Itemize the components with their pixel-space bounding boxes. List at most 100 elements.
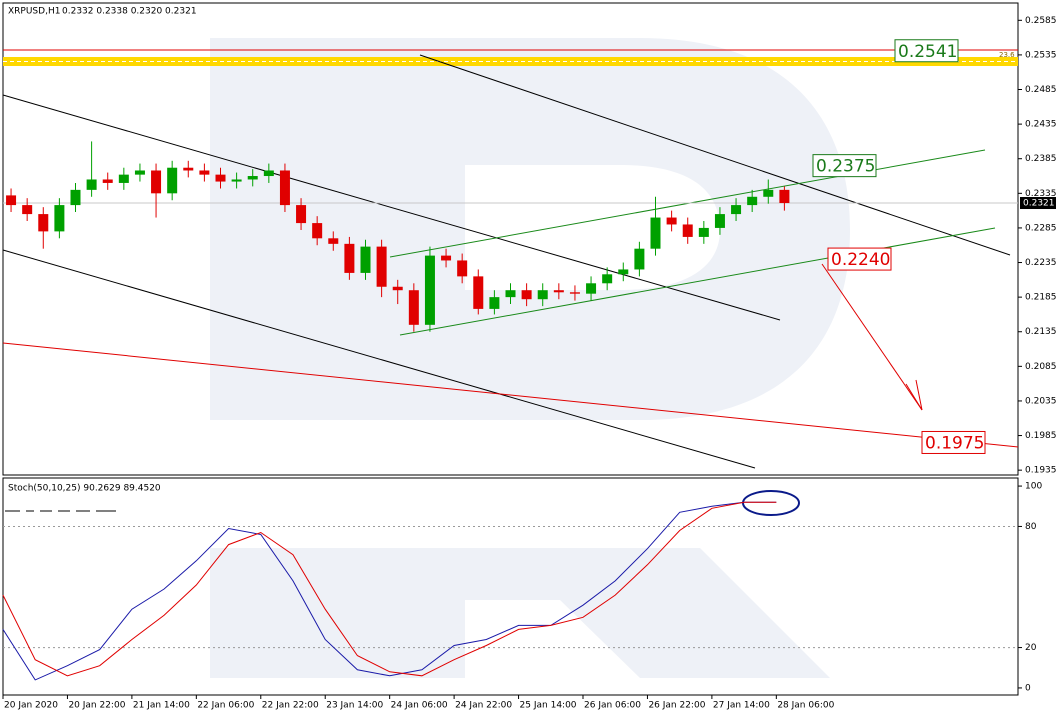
current-price-box <box>1020 197 1056 210</box>
candle-body <box>215 174 226 182</box>
y-tick-label: 0.1985 <box>1025 431 1057 441</box>
level-label: 0.1975 <box>925 433 984 453</box>
x-tick-label: 20 Jan 22:00 <box>68 701 125 711</box>
highlight-ellipse <box>742 490 800 516</box>
stoch-panel <box>2 477 1019 696</box>
y-tick-label: 0.2535 <box>1025 50 1057 60</box>
candle-body <box>279 170 290 206</box>
candle-body <box>569 292 580 294</box>
trend-line <box>419 54 1011 256</box>
stoch-line <box>2 501 777 677</box>
x-tick-label: 22 Jan 22:00 <box>262 701 319 711</box>
candle-body <box>199 170 210 175</box>
level-box <box>812 154 877 178</box>
candle-body <box>650 217 661 249</box>
candle-body <box>167 167 178 194</box>
y-tick-label: 0.2135 <box>1025 327 1057 337</box>
candle-body <box>457 260 468 277</box>
x-tick-label: 21 Jan 14:00 <box>133 701 190 711</box>
candle-body <box>38 214 49 232</box>
y-tick-label: 0.2185 <box>1025 293 1057 303</box>
fib-label: 23.6 <box>999 51 1015 59</box>
y-tick-label: 0 <box>1025 683 1031 693</box>
y-tick-label: 0.1935 <box>1025 466 1057 476</box>
candle-body <box>698 227 709 237</box>
level-label: 0.2541 <box>898 42 957 62</box>
trend-line <box>2 342 1019 448</box>
y-tick-label: 0.2035 <box>1025 396 1057 406</box>
candle-body <box>473 276 484 309</box>
current-price-label: 0.2321 <box>1023 199 1055 209</box>
x-tick-label: 27 Jan 14:00 <box>713 701 770 711</box>
candle-body <box>328 238 339 244</box>
candle-body <box>54 205 65 232</box>
candle-body <box>183 167 194 171</box>
candle-body <box>70 189 81 206</box>
price-layer <box>2 49 1019 469</box>
candle-body <box>553 290 564 293</box>
candle-body <box>666 217 677 225</box>
indicator-title: Stoch(50,10,25) 90.2629 89.4520 <box>8 484 161 494</box>
candle-body <box>731 205 742 215</box>
y-tick-label: 0.2385 <box>1025 154 1057 164</box>
level-box <box>894 39 959 63</box>
candle-body <box>392 286 403 291</box>
arrow <box>821 263 923 411</box>
x-tick-label: 25 Jan 14:00 <box>520 701 577 711</box>
stoch-line <box>2 501 777 681</box>
x-tick-label: 24 Jan 06:00 <box>391 701 448 711</box>
candle-body <box>102 179 113 183</box>
candle-body <box>489 297 500 309</box>
candle-body <box>408 290 419 325</box>
y-tick-label: 0.2485 <box>1025 85 1057 95</box>
level-label: 0.2240 <box>831 250 890 270</box>
level-label: 0.2375 <box>816 157 875 177</box>
x-tick-label: 24 Jan 22:00 <box>455 701 512 711</box>
level-box <box>827 247 892 271</box>
candle-body <box>344 243 355 273</box>
x-tick-label: 20 Jan 2020 <box>4 701 58 711</box>
y-tick-label: 100 <box>1025 482 1042 492</box>
candle-body <box>682 224 693 237</box>
candle-body <box>6 195 17 206</box>
trend-line <box>2 94 781 321</box>
candle-body <box>296 205 307 224</box>
y-tick-label: 0.2335 <box>1025 189 1057 199</box>
candle-body <box>86 179 97 190</box>
y-tick-label: 0.2285 <box>1025 223 1057 233</box>
candle-body <box>586 283 597 294</box>
y-tick-label: 80 <box>1025 522 1037 532</box>
candle-body <box>602 274 613 284</box>
candle-body <box>134 170 145 175</box>
candle-body <box>747 196 758 206</box>
trend-line <box>2 249 756 469</box>
channel-line <box>399 227 996 336</box>
chart-title: XRPUSD,H1 <box>8 7 60 17</box>
candle-body <box>505 290 516 298</box>
candle-body <box>618 269 629 275</box>
candle-body <box>714 214 725 228</box>
candle-body <box>360 246 371 273</box>
candle-body <box>247 176 258 180</box>
x-tick-label: 26 Jan 22:00 <box>648 701 705 711</box>
y-tick-label: 0.2235 <box>1025 258 1057 268</box>
x-tick-label: 26 Jan 06:00 <box>584 701 641 711</box>
candle-body <box>521 290 532 300</box>
x-tick-label: 28 Jan 06:00 <box>777 701 834 711</box>
candle-body <box>763 189 774 197</box>
candle-body <box>424 255 435 325</box>
candle-body <box>231 179 242 182</box>
ohlc-header: 0.2332 0.2338 0.2320 0.2321 <box>62 7 197 17</box>
level-box <box>921 430 986 454</box>
candle-body <box>376 246 387 287</box>
candle-body <box>22 205 33 215</box>
candle-body <box>441 255 452 261</box>
candle-body <box>118 174 129 183</box>
price-panel <box>2 2 1019 476</box>
y-tick-label: 20 <box>1025 643 1037 653</box>
y-tick-label: 0.2585 <box>1025 16 1057 26</box>
candle-body <box>537 290 548 300</box>
y-tick-label: 0.2085 <box>1025 362 1057 372</box>
candle-body <box>263 170 274 177</box>
